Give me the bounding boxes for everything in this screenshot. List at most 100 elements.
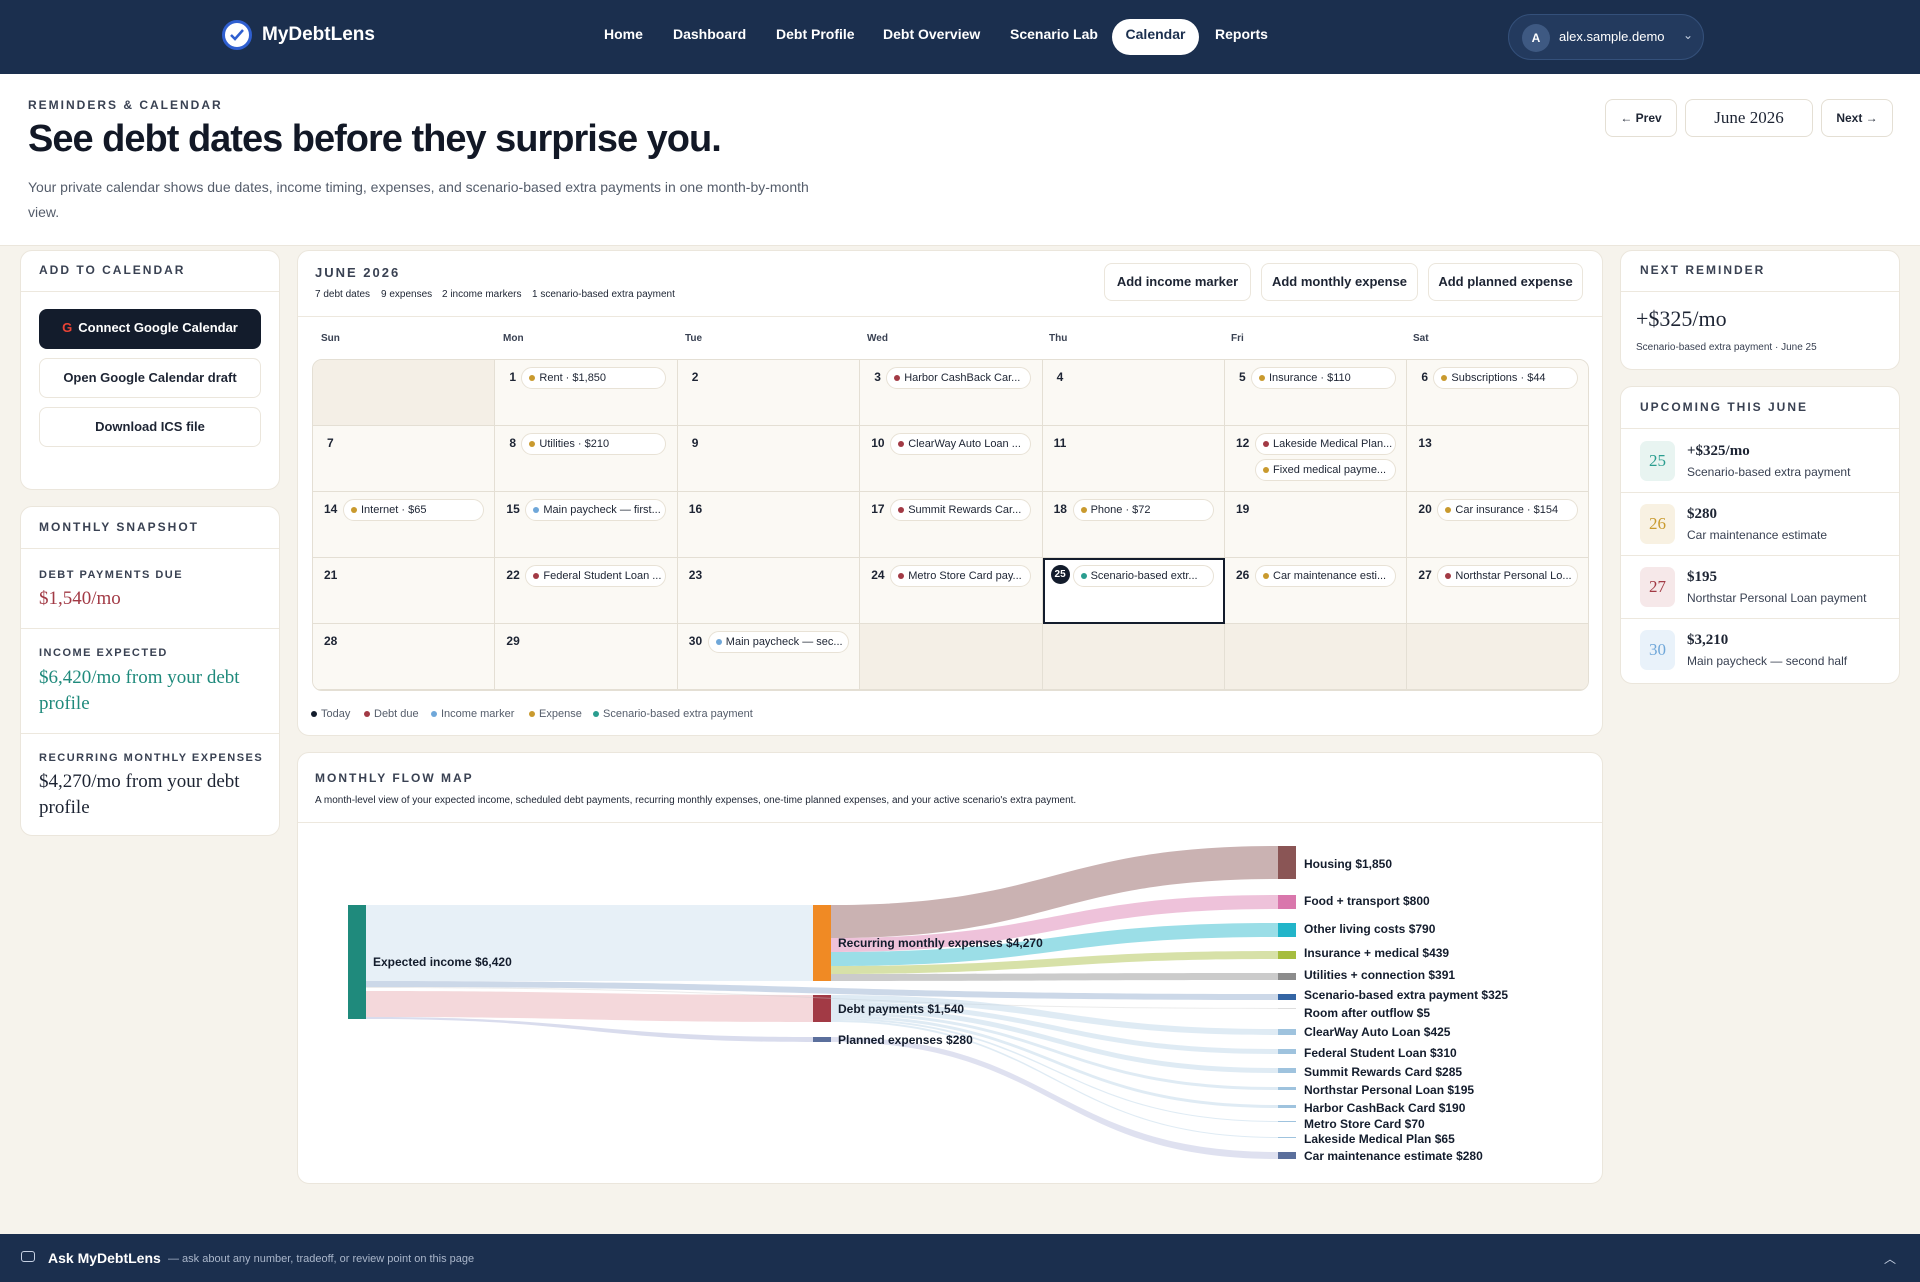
event-label: Federal Student Loan ... (543, 570, 662, 582)
chevron-up-icon[interactable]: ︿ (1884, 1252, 1897, 1266)
upcoming-day-badge: 25 (1640, 441, 1675, 481)
open-google-calendar-draft-button[interactable]: Open Google Calendar draft (39, 358, 261, 398)
ask-title[interactable]: Ask MyDebtLens (48, 1250, 161, 1266)
flow-node-label: Recurring monthly expenses $4,270 (838, 936, 1043, 950)
calendar-day-cell[interactable]: 12 Lakeside Medical Plan... Fixed medical … (1225, 426, 1408, 492)
calendar-day-cell[interactable]: 28 (313, 624, 496, 690)
flow-target-label: Housing $1,850 (1304, 857, 1393, 871)
calendar-day-cell[interactable]: 29 (495, 624, 678, 690)
calendar-event-chip[interactable]: Summit Rewards Car... (890, 499, 1032, 521)
add-income-marker-button[interactable]: Add income marker (1104, 263, 1251, 301)
calendar-event-chip[interactable]: Fixed medical payme... (1255, 459, 1396, 481)
nav-dashboard[interactable]: Dashboard (673, 26, 747, 42)
calendar-day-cell[interactable]: 24 Metro Store Card pay... (860, 558, 1043, 624)
calendar-day-cell[interactable]: 19 (1225, 492, 1408, 558)
event-label: Rent · $1,850 (539, 372, 607, 384)
calendar-event-chip[interactable]: Insurance · $110 (1251, 367, 1396, 389)
prev-month-button[interactable]: ← Prev (1605, 99, 1677, 137)
calendar-day-cell[interactable]: 15 Main paycheck — first... (495, 492, 678, 558)
add-monthly-expense-button[interactable]: Add monthly expense (1261, 263, 1418, 301)
day-number: 12 (1236, 436, 1250, 450)
event-dot (898, 507, 905, 513)
calendar-day-cell[interactable]: 30 Main paycheck — sec... (677, 624, 861, 690)
nav-scenario-lab[interactable]: Scenario Lab (1010, 26, 1098, 42)
add-to-calendar-title: ADD TO CALENDAR (39, 263, 186, 277)
calendar-day-cell[interactable]: 16 (677, 492, 861, 558)
event-label: Main paycheck — sec... (725, 636, 843, 648)
calendar-day-cell[interactable]: 7 (313, 426, 496, 492)
calendar-day-cell[interactable]: 20 Car insurance · $154 (1407, 492, 1588, 558)
download-ics-button[interactable]: Download ICS file (39, 407, 261, 447)
flow-target-label: Metro Store Card $70 (1304, 1117, 1425, 1131)
calendar-event-chip[interactable]: Subscriptions · $44 (1433, 367, 1579, 389)
calendar-event-chip[interactable]: Internet · $65 (343, 499, 484, 521)
avatar: A (1522, 24, 1550, 52)
calendar-event-chip[interactable]: Car maintenance esti... (1255, 565, 1396, 587)
flow-target-node (1278, 994, 1296, 1000)
calendar-event-chip[interactable]: Utilities · $210 (521, 433, 667, 455)
calendar-event-chip[interactable]: Main paycheck — first... (525, 499, 667, 521)
nav-debt-overview[interactable]: Debt Overview (883, 26, 981, 42)
upcoming-amount: $280 (1687, 506, 1717, 522)
divider (1621, 555, 1899, 556)
calendar-event-chip[interactable]: Scenario-based extr... (1072, 565, 1214, 587)
calendar-day-cell[interactable]: 21 (313, 558, 496, 624)
event-label: Utilities · $210 (539, 438, 610, 450)
nav-home[interactable]: Home (604, 26, 643, 42)
calendar-event-chip[interactable]: Rent · $1,850 (521, 367, 667, 389)
calendar-day-cell[interactable]: 13 (1407, 426, 1588, 492)
flow-band (366, 987, 1278, 1009)
calendar-day-cell[interactable]: 27 Northstar Personal Lo... (1407, 558, 1588, 624)
calendar-day-cell[interactable]: 25 Scenario-based extr... (1042, 558, 1225, 624)
calendar-day-cell[interactable]: 6 Subscriptions · $44 (1407, 360, 1588, 426)
calendar-event-chip[interactable]: Lakeside Medical Plan... (1255, 433, 1396, 455)
ask-assistant-bar[interactable] (0, 1234, 1920, 1282)
calendar-event-chip[interactable]: Main paycheck — sec... (707, 631, 849, 653)
calendar-day-cell[interactable]: 26 Car maintenance esti... (1225, 558, 1408, 624)
calendar-day-cell[interactable]: 22 Federal Student Loan ... (495, 558, 678, 624)
day-number: 13 (1418, 436, 1432, 450)
divider (1621, 492, 1899, 493)
calendar-day-cell[interactable]: 9 (677, 426, 861, 492)
calendar-day-cell[interactable]: 18 Phone · $72 (1042, 492, 1225, 558)
calendar-day-cell[interactable]: 10 ClearWay Auto Loan ... (860, 426, 1043, 492)
flow-target-label: Summit Rewards Card $285 (1304, 1065, 1463, 1079)
nav-debt-profile[interactable]: Debt Profile (776, 26, 855, 42)
flow-target-node (1278, 1152, 1296, 1159)
event-label: Internet · $65 (361, 504, 427, 516)
calendar-day-cell[interactable]: 1 Rent · $1,850 (495, 360, 678, 426)
calendar-day-cell[interactable]: 11 (1042, 426, 1225, 492)
add-planned-expense-button[interactable]: Add planned expense (1428, 263, 1583, 301)
calendar-day-cell[interactable]: 14 Internet · $65 (313, 492, 496, 558)
flow-target-node (1278, 1049, 1296, 1054)
connect-google-calendar-button[interactable]: G Connect Google Calendar (39, 309, 261, 349)
calendar-day-cell[interactable]: 5 Insurance · $110 (1225, 360, 1408, 426)
page-eyebrow: REMINDERS & CALENDAR (28, 98, 223, 112)
calendar-event-chip[interactable]: Metro Store Card pay... (890, 565, 1032, 587)
calendar-event-chip[interactable]: Car insurance · $154 (1437, 499, 1579, 521)
calendar-event-chip[interactable]: Phone · $72 (1072, 499, 1214, 521)
weekday-header: Mon (503, 333, 524, 344)
divider (298, 822, 1602, 823)
next-month-button[interactable]: Next → (1821, 99, 1893, 137)
calendar-event-chip[interactable]: Federal Student Loan ... (525, 565, 667, 587)
calendar-day-cell[interactable]: 3 Harbor CashBack Car... (860, 360, 1043, 426)
logo-check-icon[interactable] (222, 20, 252, 50)
flow-map-description: A month-level view of your expected inco… (315, 795, 1077, 806)
calendar-event-chip[interactable]: ClearWay Auto Loan ... (890, 433, 1032, 455)
flow-target-label: Other living costs $790 (1304, 922, 1436, 936)
calendar-event-chip[interactable]: Northstar Personal Lo... (1437, 565, 1579, 587)
flow-target-label: Car maintenance estimate $280 (1304, 1149, 1483, 1163)
calendar-day-cell[interactable]: 17 Summit Rewards Car... (860, 492, 1043, 558)
flow-band (366, 905, 813, 981)
day-number: 30 (688, 634, 703, 648)
calendar-day-cell[interactable]: 8 Utilities · $210 (495, 426, 678, 492)
flow-band (366, 991, 813, 1022)
calendar-day-cell[interactable]: 4 (1042, 360, 1225, 426)
calendar-event-chip[interactable]: Harbor CashBack Car... (886, 367, 1032, 389)
nav-reports[interactable]: Reports (1215, 26, 1268, 42)
calendar-day-cell[interactable]: 2 (677, 360, 861, 426)
nav-calendar[interactable]: Calendar (1125, 26, 1186, 42)
brand-name[interactable]: MyDebtLens (262, 24, 375, 45)
calendar-day-cell[interactable]: 23 (677, 558, 861, 624)
